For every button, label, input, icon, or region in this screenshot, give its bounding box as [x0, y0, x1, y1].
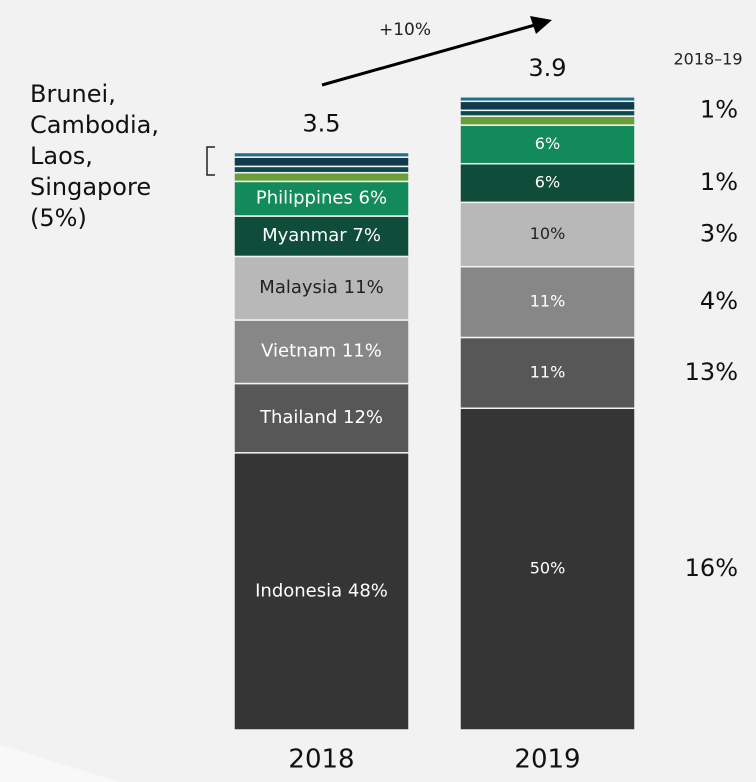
- bar-segment: [459, 109, 636, 117]
- background-shape: [0, 745, 120, 782]
- bar-segment: [459, 115, 636, 126]
- segment-label: 6%: [535, 173, 560, 192]
- segment-label: 10%: [530, 224, 566, 243]
- growth-value: 13%: [685, 358, 738, 386]
- bar-segment: [233, 382, 410, 454]
- annotation-line: Laos,: [30, 142, 93, 170]
- annotation-bracket: [206, 146, 215, 176]
- bar-segment: [233, 151, 410, 158]
- total-label: 3.5: [302, 110, 340, 138]
- annotation-line: Singapore: [30, 173, 151, 201]
- annotation-line: (5%): [30, 204, 87, 232]
- segment-label: Myanmar 7%: [262, 225, 381, 246]
- segment-label: Indonesia 48%: [255, 580, 388, 601]
- segment-label: Vietnam 11%: [261, 341, 382, 362]
- bar-segment: [233, 156, 410, 168]
- bar-segment: [459, 336, 636, 409]
- bar-segment: [233, 180, 410, 217]
- segment-label: 6%: [535, 134, 560, 153]
- growth-value: 16%: [685, 554, 738, 582]
- bar-segment: [459, 100, 636, 112]
- segment-label: Thailand 12%: [259, 407, 383, 428]
- growth-value: 4%: [700, 287, 738, 315]
- growth-value: 1%: [700, 95, 738, 123]
- growth-header: 2018–19: [673, 50, 742, 69]
- segment-label: 11%: [530, 362, 566, 381]
- segment-label: Malaysia 11%: [259, 277, 383, 298]
- bar-segment: [233, 171, 410, 183]
- segment-label: 11%: [530, 292, 566, 311]
- annotation-line: Brunei,: [30, 80, 116, 108]
- bar-segment: [459, 201, 636, 268]
- total-label: 3.9: [528, 54, 566, 82]
- growth-arrow: [321, 23, 536, 87]
- segment-label: Philippines 6%: [256, 188, 387, 209]
- bar-segment: [233, 255, 410, 321]
- annotation-line: Cambodia,: [30, 111, 159, 139]
- growth-arrow-head: [530, 16, 552, 34]
- segment-label: 50%: [530, 559, 566, 578]
- bar-segment: [459, 162, 636, 204]
- bar-segment: [459, 96, 636, 103]
- bar-segment: [459, 265, 636, 339]
- bar-segment: [459, 124, 636, 165]
- bar-segment: [233, 215, 410, 258]
- bar-segment: [459, 407, 636, 731]
- growth-value: 1%: [700, 168, 738, 196]
- growth-value: 3%: [700, 220, 738, 248]
- growth-label: +10%: [379, 20, 431, 40]
- bar-segment: [233, 452, 410, 731]
- x-tick-label: 2019: [514, 745, 580, 775]
- bar-segment: [233, 165, 410, 174]
- x-tick-label: 2018: [288, 745, 354, 775]
